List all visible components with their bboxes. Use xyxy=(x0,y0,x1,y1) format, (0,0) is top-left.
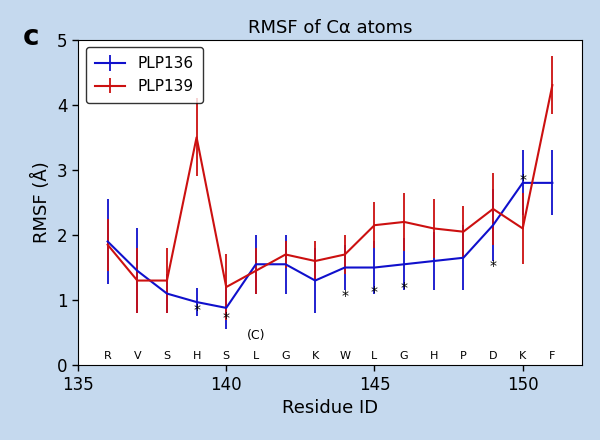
Text: (C): (C) xyxy=(247,330,265,342)
Text: c: c xyxy=(23,23,39,51)
Text: K: K xyxy=(311,351,319,361)
Y-axis label: RMSF (Å): RMSF (Å) xyxy=(32,161,52,243)
Text: *: * xyxy=(519,172,526,187)
Text: *: * xyxy=(401,281,407,295)
Text: S: S xyxy=(163,351,170,361)
Text: *: * xyxy=(371,285,378,299)
Text: *: * xyxy=(490,259,497,272)
Text: R: R xyxy=(104,351,112,361)
Text: *: * xyxy=(193,303,200,317)
Legend: PLP136, PLP139: PLP136, PLP139 xyxy=(86,47,203,103)
Text: H: H xyxy=(193,351,201,361)
Text: F: F xyxy=(549,351,556,361)
Text: *: * xyxy=(341,289,349,303)
Text: W: W xyxy=(340,351,350,361)
Text: G: G xyxy=(400,351,409,361)
Text: L: L xyxy=(253,351,259,361)
X-axis label: Residue ID: Residue ID xyxy=(282,399,378,417)
Title: RMSF of Cα atoms: RMSF of Cα atoms xyxy=(248,18,412,37)
Text: L: L xyxy=(371,351,377,361)
Text: S: S xyxy=(223,351,230,361)
Text: V: V xyxy=(133,351,141,361)
Text: K: K xyxy=(519,351,526,361)
Text: G: G xyxy=(281,351,290,361)
Text: D: D xyxy=(489,351,497,361)
Text: P: P xyxy=(460,351,467,361)
Text: H: H xyxy=(430,351,438,361)
Text: *: * xyxy=(223,312,230,325)
